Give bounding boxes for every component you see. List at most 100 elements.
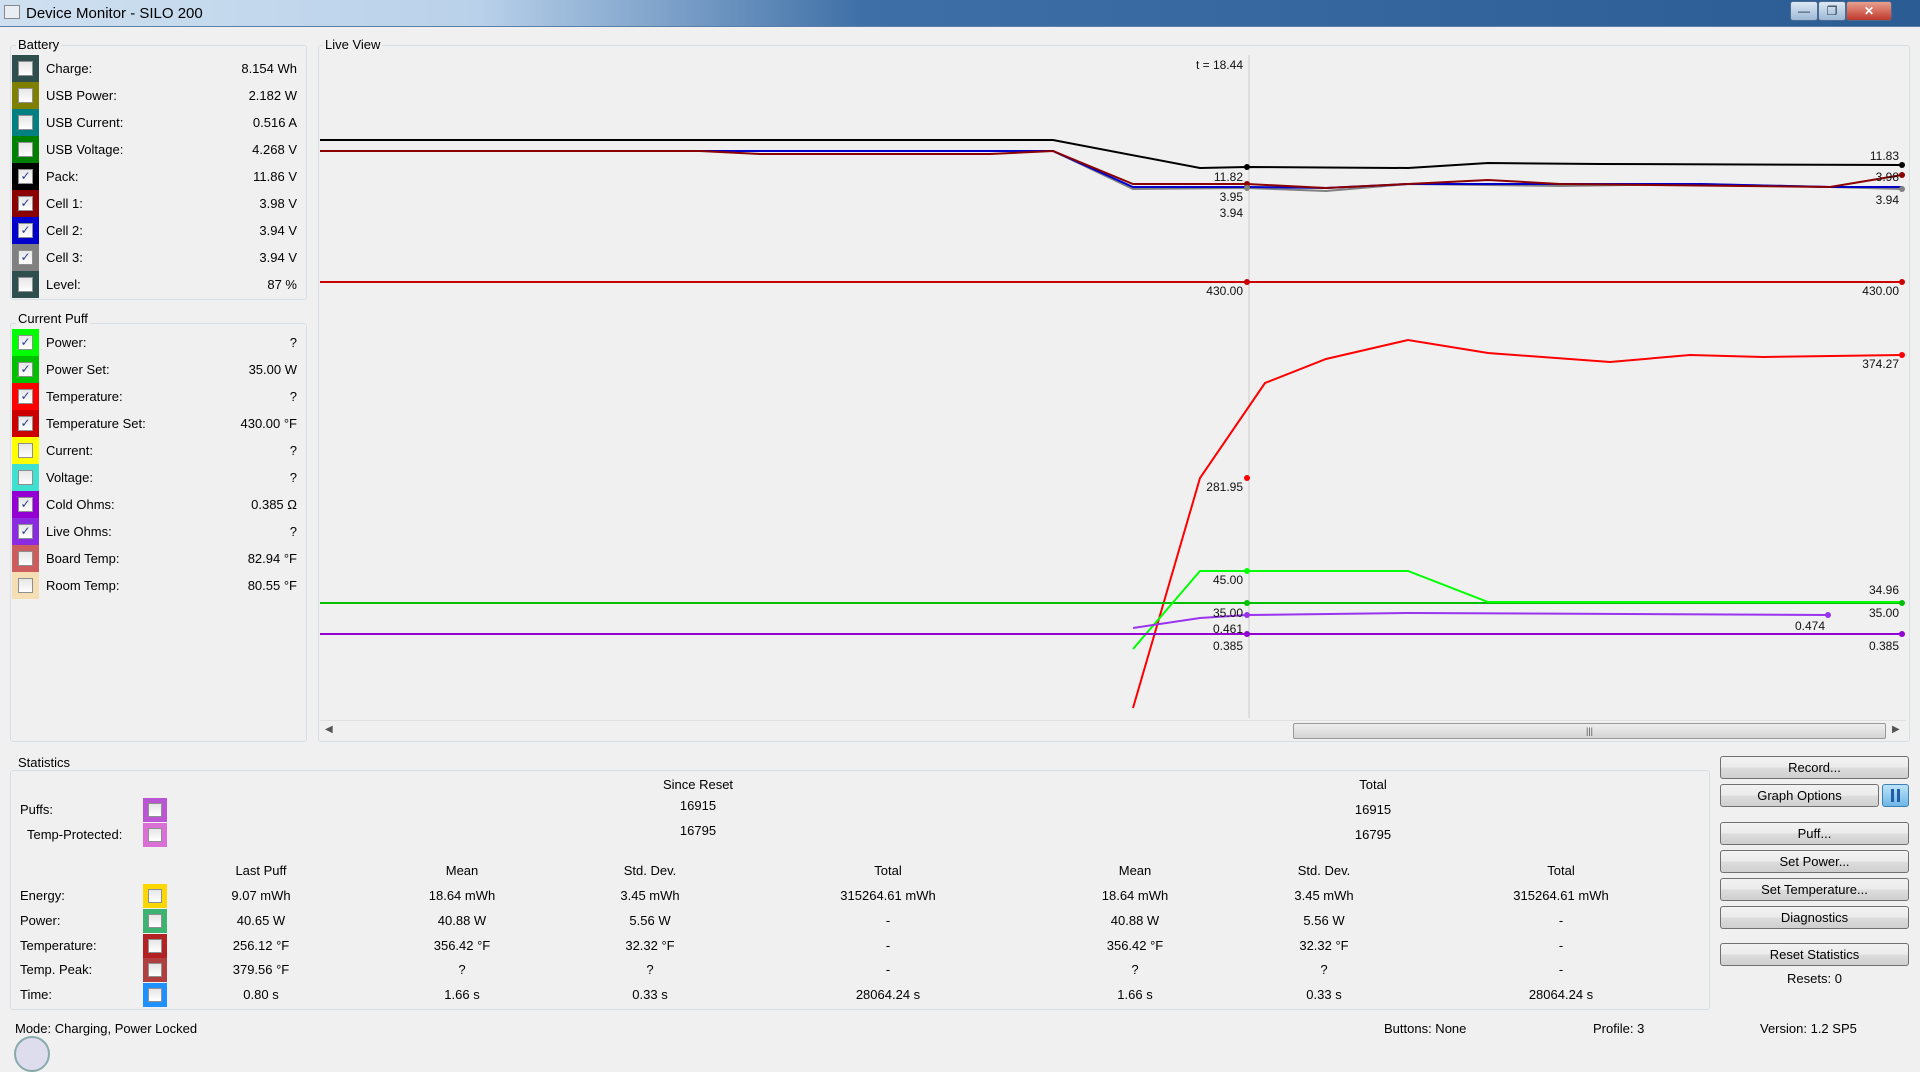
battery-title: Battery xyxy=(16,37,62,52)
stat-cell: 40.88 W xyxy=(437,912,487,928)
checkbox-pack[interactable]: ✓ xyxy=(18,169,33,184)
power-set-cursor-label: 35.00 xyxy=(1213,606,1243,620)
data-point-marker xyxy=(1899,172,1905,178)
row-value: 82.94 °F xyxy=(247,551,297,566)
cell1-line xyxy=(320,149,1903,190)
checkbox-cell-3[interactable]: ✓ xyxy=(18,250,33,265)
energy-swatch xyxy=(143,884,167,908)
graph-options-button[interactable]: Graph Options xyxy=(1720,784,1879,807)
minimize-button[interactable]: — xyxy=(1790,1,1818,21)
checkbox-temperature[interactable]: ✓ xyxy=(18,389,33,404)
row-label: Temperature: xyxy=(46,389,123,404)
since-reset-header: Since Reset xyxy=(662,777,734,792)
pause-button[interactable] xyxy=(1882,784,1909,807)
row-label: Power Set: xyxy=(46,362,110,377)
color-swatch: ✓ xyxy=(12,410,39,437)
checkbox-level[interactable] xyxy=(18,277,33,292)
scroll-right-arrow-icon[interactable]: ▶ xyxy=(1892,724,1900,735)
energy-checkbox[interactable] xyxy=(148,889,162,903)
checkbox-usb-voltage[interactable] xyxy=(18,142,33,157)
temperature-line xyxy=(1132,338,1903,709)
row-value: ? xyxy=(289,470,297,485)
maximize-button[interactable]: ❐ xyxy=(1818,1,1846,21)
color-swatch: ✓ xyxy=(12,244,39,271)
checkbox-room-temp[interactable] xyxy=(18,578,33,593)
column-header: Total xyxy=(1547,863,1575,878)
checkbox-board-temp[interactable] xyxy=(18,551,33,566)
row-room-temp: Room Temp: 80.55 °F xyxy=(12,572,297,599)
checkbox-usb-power[interactable] xyxy=(18,88,33,103)
stat-cell: 40.88 W xyxy=(1110,912,1160,928)
horizontal-scrollbar[interactable]: ◀ ||| ▶ xyxy=(320,720,1906,740)
row-label: Board Temp: xyxy=(46,551,120,566)
row-cell-1: ✓ Cell 1: 3.98 V xyxy=(12,190,297,217)
checkbox-voltage[interactable] xyxy=(18,470,33,485)
temperature-checkbox[interactable] xyxy=(148,938,162,953)
column-header: Std. Dev. xyxy=(623,863,677,878)
row-board-temp: Board Temp: 82.94 °F xyxy=(12,545,297,572)
puff-button[interactable]: Puff... xyxy=(1720,822,1909,845)
set-temperature-button[interactable]: Set Temperature... xyxy=(1720,878,1909,901)
temp-protected-checkbox[interactable] xyxy=(148,828,162,842)
time-checkbox[interactable] xyxy=(148,988,162,1003)
row-cell-2: ✓ Cell 2: 3.94 V xyxy=(12,217,297,244)
stat-cell: 1.66 s xyxy=(444,987,480,1003)
stat-row-label: Time: xyxy=(20,987,53,1003)
count-total: 16915 xyxy=(1354,802,1392,817)
checkbox-temperature-set[interactable]: ✓ xyxy=(18,416,33,431)
battery-group xyxy=(10,45,307,300)
pack-line xyxy=(320,139,1903,170)
checkbox-cell-1[interactable]: ✓ xyxy=(18,196,33,211)
row-cell-3: ✓ Cell 3: 3.94 V xyxy=(12,244,297,271)
row-value: 87 % xyxy=(267,277,297,292)
stat-cell: 3.45 mWh xyxy=(1294,888,1354,903)
row-usb-current: USB Current: 0.516 A xyxy=(12,109,297,136)
row-label: Cold Ohms: xyxy=(46,497,115,512)
row-label: USB Voltage: xyxy=(46,142,124,157)
row-label: Voltage: xyxy=(46,470,93,485)
row-value: 430.00 °F xyxy=(240,416,297,431)
row-label: Cell 1: xyxy=(46,196,83,211)
row-power-set: ✓ Power Set: 35.00 W xyxy=(12,356,297,383)
row-value: ? xyxy=(289,335,297,350)
column-header: Mean xyxy=(1118,863,1152,878)
color-swatch: ✓ xyxy=(12,217,39,244)
close-button[interactable]: ✕ xyxy=(1846,1,1892,21)
record-button[interactable]: Record... xyxy=(1720,756,1909,779)
scroll-left-arrow-icon[interactable]: ◀ xyxy=(325,724,333,735)
stat-cell: ? xyxy=(646,962,654,978)
live-view-chart[interactable]: t = 18.44 11.82 11.83 3.95 3.94 3.98 3.94 430.0… xyxy=(320,40,1908,720)
checkbox-cell-2[interactable]: ✓ xyxy=(18,223,33,238)
reset-statistics-button[interactable]: Reset Statistics xyxy=(1720,943,1909,966)
temp-peak-checkbox[interactable] xyxy=(148,963,162,978)
stat-cell: 3.45 mWh xyxy=(620,888,680,903)
scroll-thumb[interactable]: ||| xyxy=(1293,723,1886,739)
checkbox-cold-ohms[interactable]: ✓ xyxy=(18,497,33,512)
stat-cell: 5.56 W xyxy=(1303,912,1345,928)
color-swatch xyxy=(12,545,39,572)
checkbox-charge[interactable] xyxy=(18,61,33,76)
row-label: Live Ohms: xyxy=(46,524,112,539)
color-swatch: ✓ xyxy=(12,356,39,383)
set-power-button[interactable]: Set Power... xyxy=(1720,850,1909,873)
checkbox-current[interactable] xyxy=(18,443,33,458)
column-header: Last Puff xyxy=(235,863,287,878)
checkbox-usb-current[interactable] xyxy=(18,115,33,130)
puffs-checkbox[interactable] xyxy=(148,803,162,817)
temperature-set-end-label: 430.00 xyxy=(1862,284,1899,298)
row-pack: ✓ Pack: 11.86 V xyxy=(12,163,297,190)
temp-peak-swatch xyxy=(143,958,167,983)
checkbox-live-ohms[interactable]: ✓ xyxy=(18,524,33,539)
row-label: Power: xyxy=(46,335,87,350)
power-checkbox[interactable] xyxy=(148,913,162,928)
color-swatch: ✓ xyxy=(12,190,39,217)
row-label: Pack: xyxy=(46,169,79,184)
checkbox-power[interactable]: ✓ xyxy=(18,335,33,350)
diagnostics-button[interactable]: Diagnostics xyxy=(1720,906,1909,929)
stat-cell: 0.80 s xyxy=(243,987,279,1003)
color-swatch xyxy=(12,437,39,464)
checkbox-power-set[interactable]: ✓ xyxy=(18,362,33,377)
color-swatch xyxy=(12,572,39,599)
power-swatch xyxy=(143,908,167,933)
row-value: 35.00 W xyxy=(248,362,297,377)
